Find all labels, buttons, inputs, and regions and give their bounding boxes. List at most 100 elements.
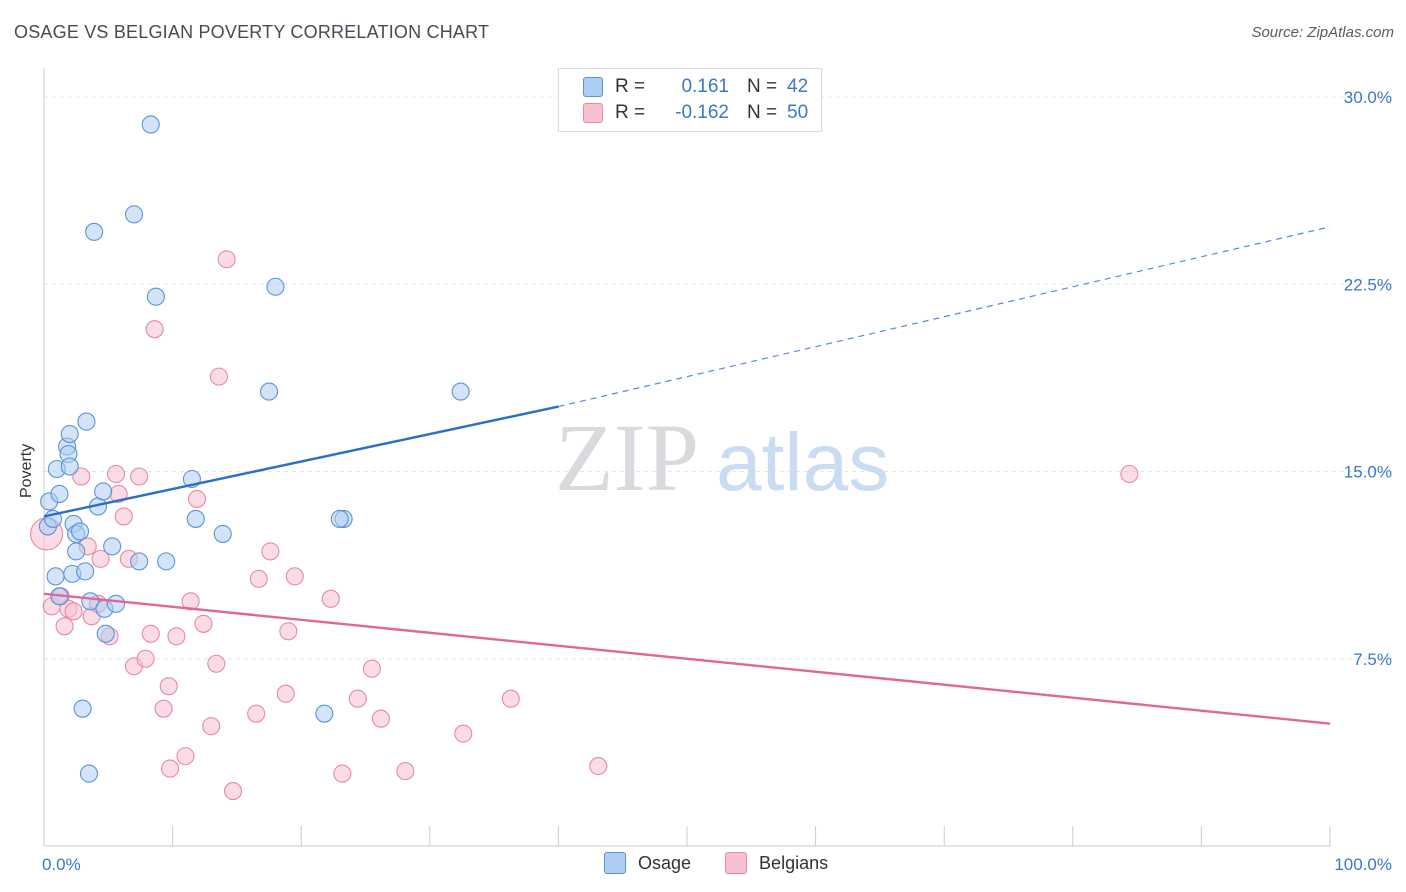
osage-point xyxy=(96,624,115,643)
x-tick-label: 0.0% xyxy=(42,855,81,874)
osage-point xyxy=(67,542,86,561)
y-tick-label: 30.0% xyxy=(1344,88,1392,107)
belgians-point xyxy=(176,747,195,766)
belgians-point xyxy=(454,724,473,743)
osage-point xyxy=(157,552,176,571)
tick-labels: 7.5% 15.0% 22.5% 30.0% 0.0% 100.0% xyxy=(42,88,1392,874)
osage-swatch xyxy=(583,77,603,97)
osage-point xyxy=(94,482,113,501)
belgians-point xyxy=(217,250,236,269)
belgians-point xyxy=(362,659,381,678)
osage-point xyxy=(76,562,95,581)
belgians-point xyxy=(285,567,304,586)
n-value: 50 xyxy=(787,102,809,123)
belgians-point xyxy=(141,624,160,643)
correlation-legend: R = 0.161 N = 42 R = -0.162 N = 50 xyxy=(558,68,822,132)
osage-point xyxy=(60,424,79,444)
belgians-point xyxy=(72,467,91,486)
r-value: 0.161 xyxy=(681,76,729,97)
y-tick-label: 22.5% xyxy=(1344,275,1392,294)
osage-swatch xyxy=(604,852,626,874)
gridlines xyxy=(44,96,1392,660)
r-value: -0.162 xyxy=(675,102,729,123)
watermark-atlas: atlas xyxy=(716,417,889,508)
osage-point xyxy=(124,205,144,224)
trend-lines xyxy=(43,226,1331,725)
osage-point xyxy=(73,699,92,718)
osage-point xyxy=(186,509,205,528)
legend-row-osage: R = 0.161 N = 42 xyxy=(583,75,808,99)
osage-trend-extension xyxy=(558,226,1331,408)
chart-title: OSAGE VS BELGIAN POVERTY CORRELATION CHA… xyxy=(14,22,490,42)
belgians-point xyxy=(276,684,295,703)
belgians-point xyxy=(136,649,155,668)
belgians-point xyxy=(64,602,83,621)
belgians-trend-line xyxy=(43,592,1331,725)
belgians-point xyxy=(209,367,228,386)
belgians-point xyxy=(321,589,340,608)
osage-point xyxy=(146,287,165,306)
belgians-point xyxy=(1120,464,1139,484)
belgians-point xyxy=(348,689,367,708)
series-legend: Osage Belgians xyxy=(604,852,862,874)
y-tick-label: 15.0% xyxy=(1344,463,1392,482)
belgians-swatch xyxy=(725,852,748,874)
belgians-point xyxy=(501,689,520,708)
osage-point xyxy=(141,115,160,134)
belgians-point xyxy=(187,489,207,509)
osage-point xyxy=(259,382,279,401)
osage-point xyxy=(130,552,149,571)
belgians-point xyxy=(223,782,243,801)
belgians-point xyxy=(159,677,178,696)
axes xyxy=(43,68,1331,847)
osage-point xyxy=(330,509,349,528)
belgians-point xyxy=(333,764,352,783)
legend-row-belgians: R = -0.162 N = 50 xyxy=(583,101,808,125)
osage-point xyxy=(103,537,122,556)
legend-item-osage[interactable]: Osage xyxy=(604,852,691,874)
osage-point xyxy=(79,764,99,783)
r-label: R = xyxy=(615,76,646,97)
belgians-point xyxy=(160,759,180,778)
belgians-point xyxy=(261,542,280,561)
y-tick-label: 7.5% xyxy=(1353,650,1392,669)
belgians-point xyxy=(249,569,268,588)
r-label: R = xyxy=(615,102,646,123)
osage-point xyxy=(70,522,90,541)
watermark-zip: ZIP xyxy=(555,404,699,511)
belgians-point xyxy=(202,717,221,736)
n-label: N = xyxy=(747,76,778,97)
osage-point xyxy=(77,412,96,431)
belgians-point xyxy=(279,622,298,641)
osage-point xyxy=(451,382,470,401)
osage-point xyxy=(266,277,285,296)
osage-point xyxy=(60,457,79,476)
x-tick-label: 100.0% xyxy=(1334,855,1392,874)
belgians-point xyxy=(154,699,173,718)
belgians-point xyxy=(130,467,149,486)
belgians-point xyxy=(106,464,126,484)
belgians-point xyxy=(589,757,608,776)
legend-label-belgians: Belgians xyxy=(759,852,829,873)
belgians-point xyxy=(91,549,110,568)
legend-item-belgians[interactable]: Belgians xyxy=(725,852,828,874)
belgians-point xyxy=(194,614,213,633)
belgians-point xyxy=(114,507,133,526)
osage-point xyxy=(46,567,65,586)
belgians-point xyxy=(371,709,390,728)
n-value: 42 xyxy=(787,76,809,97)
belgians-point xyxy=(145,320,164,339)
belgians-point xyxy=(396,762,415,781)
belgians-point xyxy=(167,627,186,646)
belgians-swatch xyxy=(583,103,603,123)
osage-point xyxy=(106,594,126,613)
n-label: N = xyxy=(747,102,778,123)
belgians-point xyxy=(55,617,74,636)
osage-point xyxy=(315,704,334,723)
osage-point xyxy=(213,524,232,543)
belgians-point xyxy=(207,654,226,673)
osage-points xyxy=(38,115,470,783)
belgians-point xyxy=(247,704,266,723)
osage-trend-line xyxy=(43,405,559,518)
